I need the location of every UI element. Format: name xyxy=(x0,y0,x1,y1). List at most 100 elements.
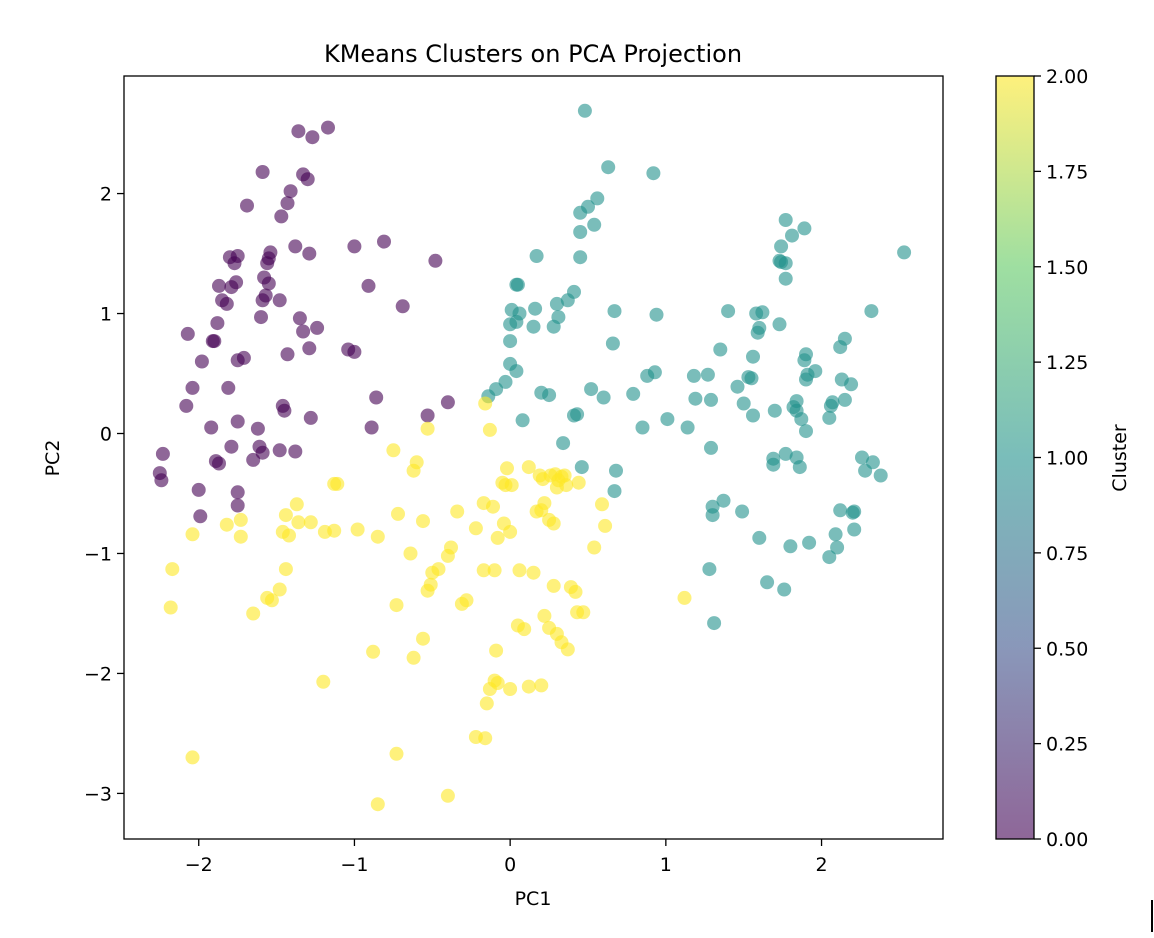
point-cluster-0 xyxy=(302,246,317,261)
point-cluster-1 xyxy=(797,221,812,236)
point-cluster-0 xyxy=(288,444,303,459)
point-cluster-1 xyxy=(716,493,731,508)
point-cluster-1 xyxy=(822,550,837,565)
point-cluster-2 xyxy=(165,562,180,577)
point-cluster-1 xyxy=(515,413,530,428)
point-cluster-2 xyxy=(490,530,505,545)
point-cluster-1 xyxy=(546,319,561,334)
point-cluster-0 xyxy=(347,239,362,254)
point-cluster-2 xyxy=(503,682,518,696)
point-cluster-2 xyxy=(489,643,504,658)
point-cluster-1 xyxy=(767,403,782,418)
point-cluster-0 xyxy=(291,124,306,139)
x-tick-label: 0 xyxy=(504,854,516,876)
point-cluster-0 xyxy=(261,276,276,291)
point-cluster-1 xyxy=(844,377,859,392)
point-cluster-0 xyxy=(154,473,169,488)
point-cluster-2 xyxy=(246,606,261,621)
point-cluster-2 xyxy=(420,421,435,436)
point-cluster-1 xyxy=(570,407,585,422)
point-cluster-1 xyxy=(772,317,787,332)
point-cluster-0 xyxy=(361,278,376,293)
text-cursor xyxy=(1151,900,1153,932)
point-cluster-1 xyxy=(509,364,524,379)
point-cluster-0 xyxy=(420,408,435,423)
point-cluster-2 xyxy=(595,497,609,512)
point-cluster-1 xyxy=(766,457,781,472)
point-cluster-0 xyxy=(283,184,298,199)
point-cluster-0 xyxy=(230,353,245,368)
point-cluster-1 xyxy=(897,245,912,260)
point-cluster-0 xyxy=(224,439,239,454)
point-cluster-1 xyxy=(778,213,793,227)
point-cluster-2 xyxy=(264,593,279,608)
y-axis-ticks: −3 −2 −1 0 1 2 xyxy=(84,184,124,805)
point-cluster-1 xyxy=(587,217,602,232)
y-tick-label: −2 xyxy=(84,663,112,685)
point-cluster-0 xyxy=(254,310,268,325)
point-cluster-2 xyxy=(350,522,365,537)
point-cluster-1 xyxy=(660,412,675,427)
point-cluster-2 xyxy=(500,461,514,476)
point-cluster-2 xyxy=(479,696,494,711)
point-cluster-0 xyxy=(230,414,245,429)
point-cluster-1 xyxy=(828,527,843,542)
point-cluster-1 xyxy=(799,372,813,387)
point-cluster-0 xyxy=(212,456,226,471)
point-cluster-0 xyxy=(260,256,275,271)
point-cluster-1 xyxy=(529,249,544,263)
x-tick-label: −1 xyxy=(340,854,368,876)
point-cluster-2 xyxy=(440,548,455,563)
point-cluster-2 xyxy=(521,460,536,475)
point-cluster-1 xyxy=(760,575,775,590)
point-cluster-2 xyxy=(416,631,430,646)
point-cluster-2 xyxy=(560,642,575,657)
point-cluster-0 xyxy=(230,498,245,513)
point-cluster-2 xyxy=(504,478,519,493)
point-cluster-1 xyxy=(686,368,701,383)
point-cluster-2 xyxy=(482,682,497,696)
point-cluster-1 xyxy=(855,450,869,465)
point-cluster-1 xyxy=(746,349,760,364)
point-cluster-1 xyxy=(833,340,848,355)
point-cluster-1 xyxy=(704,440,718,455)
point-cluster-1 xyxy=(774,239,789,254)
point-cluster-2 xyxy=(233,512,248,527)
point-cluster-2 xyxy=(450,504,465,519)
point-cluster-0 xyxy=(250,421,265,436)
plot-frame xyxy=(123,75,944,840)
point-cluster-1 xyxy=(735,504,750,519)
point-cluster-0 xyxy=(274,209,289,224)
point-cluster-0 xyxy=(300,172,315,187)
point-cluster-0 xyxy=(292,311,307,326)
point-cluster-0 xyxy=(440,395,455,410)
point-cluster-1 xyxy=(573,250,588,265)
y-tick-label: 0 xyxy=(100,424,112,446)
point-cluster-1 xyxy=(704,392,718,407)
point-cluster-0 xyxy=(377,234,391,249)
point-cluster-2 xyxy=(568,584,583,599)
point-cluster-2 xyxy=(598,518,613,533)
point-cluster-2 xyxy=(403,546,418,561)
point-cluster-0 xyxy=(210,316,225,331)
point-cluster-0 xyxy=(204,420,219,435)
point-cluster-1 xyxy=(864,304,879,319)
point-cluster-2 xyxy=(330,476,345,491)
point-cluster-0 xyxy=(280,196,295,211)
point-cluster-2 xyxy=(440,788,455,803)
point-cluster-1 xyxy=(721,304,736,319)
x-tick-label: 1 xyxy=(660,854,672,876)
point-cluster-0 xyxy=(305,130,320,145)
colorbar-tick-label: 0.75 xyxy=(1046,543,1088,565)
point-cluster-2 xyxy=(517,622,532,637)
point-cluster-0 xyxy=(321,120,335,135)
point-cluster-2 xyxy=(316,674,331,689)
point-cluster-1 xyxy=(778,256,793,271)
point-cluster-1 xyxy=(736,396,751,411)
point-cluster-1 xyxy=(609,463,623,478)
colorbar-tick-label: 1.75 xyxy=(1046,161,1088,183)
point-cluster-0 xyxy=(194,354,209,369)
point-cluster-2 xyxy=(549,480,564,495)
point-cluster-2 xyxy=(521,679,536,694)
chart-title: KMeans Clusters on PCA Projection xyxy=(324,40,742,68)
